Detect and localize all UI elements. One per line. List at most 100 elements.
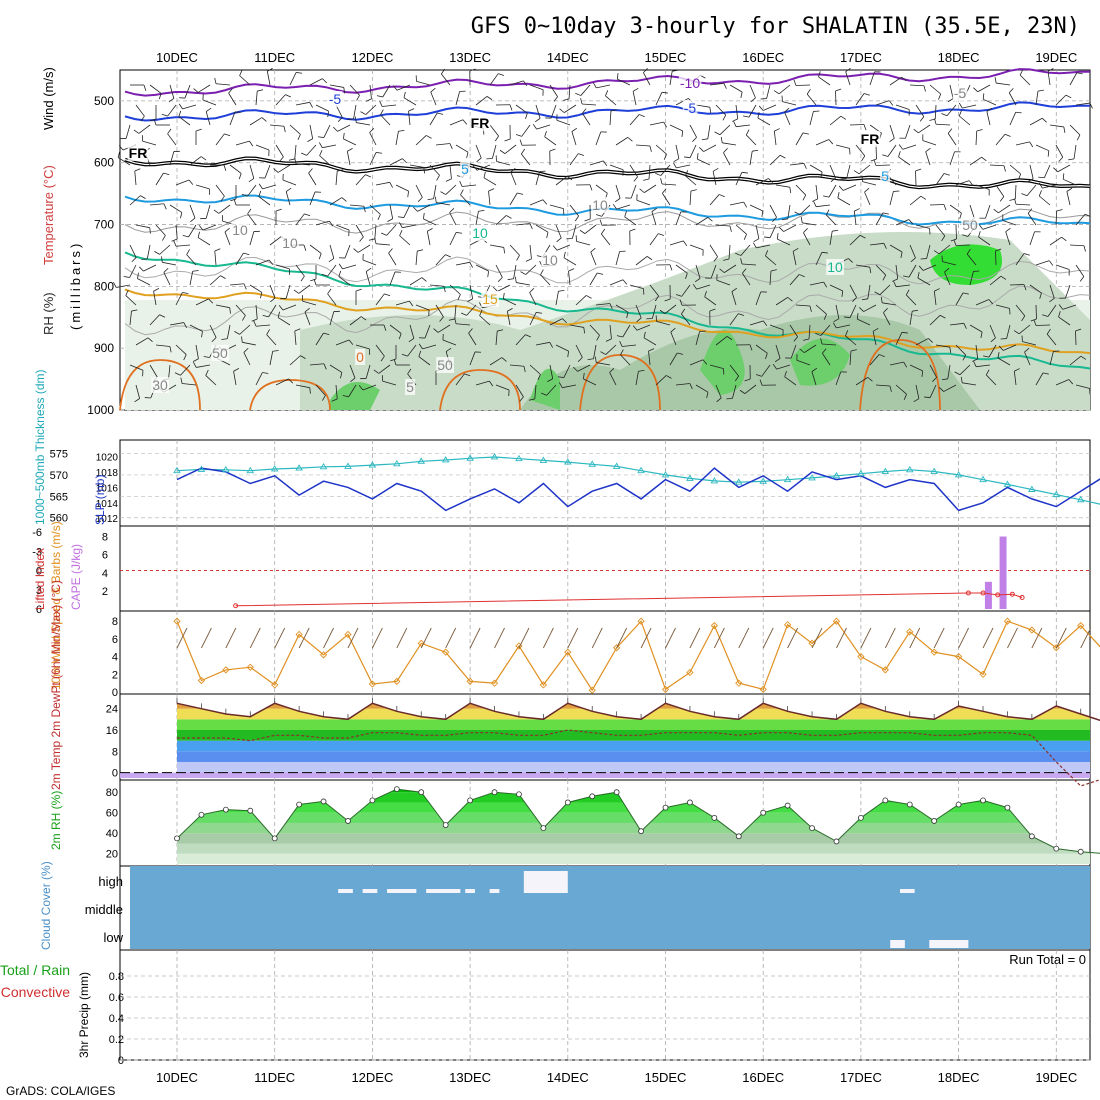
wind-barb	[1009, 164, 1021, 175]
wind-barb-flag	[998, 345, 1004, 351]
wind-barb	[155, 224, 166, 236]
wind-barb-flag	[178, 103, 183, 110]
wind-barb-flag	[941, 235, 946, 242]
wind-barb	[369, 204, 381, 215]
wind-barb	[809, 111, 814, 126]
slp-tick: 1020	[96, 453, 119, 464]
wind-barb	[811, 371, 817, 386]
contour-label: 5	[461, 161, 469, 177]
wind-barb-flag	[278, 305, 284, 311]
wind-barb-flag	[1014, 198, 1017, 205]
wind-barb	[669, 240, 684, 246]
wind-barb-flag	[592, 82, 597, 89]
wind-barb-flag	[579, 229, 586, 234]
wind-barb-flag	[683, 240, 688, 247]
wind-barb-flag	[854, 208, 860, 212]
wind-barb-flag	[1019, 69, 1024, 76]
surface-wind-barb	[201, 627, 212, 649]
thickness-tick: 560	[50, 513, 68, 525]
wind-barb	[266, 71, 271, 86]
temp-tick: 16	[106, 725, 118, 737]
wind-barb-flag	[163, 267, 169, 273]
wind-barb-flag	[168, 98, 175, 103]
wind-barb-flag	[134, 168, 141, 172]
contour-label-bg	[471, 225, 489, 241]
isotherm-loop	[119, 359, 201, 411]
wind-barb	[455, 373, 465, 386]
wind-barb	[983, 98, 997, 106]
wind-barb-flag	[243, 347, 249, 353]
wind-barb-flag	[707, 217, 713, 222]
thickness-point	[1028, 485, 1036, 492]
wind-barb-flag	[941, 113, 948, 117]
wind-barb	[262, 184, 277, 190]
wind-barb	[362, 259, 377, 266]
surface-wind-barb	[689, 627, 701, 649]
wind-barb-flag	[938, 93, 942, 100]
wind-barb	[858, 164, 871, 175]
wind-barb	[209, 324, 217, 338]
wind-barb-flag	[445, 254, 452, 258]
x-tick-label-bottom: 18DEC	[938, 1070, 980, 1085]
cloud-label: Cloud Cover (%)	[39, 861, 53, 950]
wind-barb	[624, 216, 637, 226]
wind-barb-flag	[478, 209, 485, 212]
wind-barb-flag	[198, 225, 204, 231]
temp-bands	[177, 703, 1090, 778]
wind-barb-flag	[835, 88, 842, 92]
wind-barb-flag	[806, 88, 811, 95]
wind-barb-flag	[163, 203, 167, 210]
wind-barb-flag	[1004, 133, 1011, 137]
wind-barb-flag	[318, 142, 323, 148]
thickness-point	[612, 462, 621, 469]
wind-barb	[129, 264, 137, 278]
rh-point	[613, 789, 620, 796]
wind-barb	[723, 152, 731, 166]
wind-barb-flag	[321, 273, 328, 277]
wind-barb-flag	[423, 167, 426, 174]
wind-barb	[773, 131, 777, 146]
wind-barb-flag	[601, 228, 606, 235]
x-tick-label-bottom: 13DEC	[449, 1070, 491, 1085]
wind-barb	[722, 142, 737, 146]
wind-barb-flag	[436, 175, 440, 181]
wind-barb	[938, 244, 951, 255]
wind-barb	[715, 336, 728, 346]
wind-barb	[926, 244, 931, 259]
thickness-point	[1076, 495, 1085, 503]
wind-barb-flag	[1037, 89, 1044, 92]
wind-barb	[975, 130, 978, 146]
wind-barb	[1002, 344, 1017, 351]
surface-wind-barb	[860, 627, 872, 649]
wind-barb	[408, 111, 411, 126]
wind-barb-flag	[397, 216, 404, 218]
wind-barb	[601, 233, 611, 246]
wind-barb-flag	[714, 131, 721, 136]
wind-barb-flag	[338, 270, 342, 277]
wind-barb-flag	[898, 151, 901, 158]
wind-barb	[1015, 141, 1030, 146]
wind-barb	[649, 233, 659, 246]
wind-barb-flag	[629, 228, 636, 232]
wind-barb	[269, 351, 274, 366]
contour-label: 30	[152, 377, 168, 393]
wind-barb-flag	[503, 292, 505, 299]
thickness-tick: 575	[50, 449, 68, 461]
wind-barb	[887, 144, 897, 157]
wind-barb	[710, 264, 717, 279]
wind-barb	[475, 96, 488, 106]
wind-barb-flag	[456, 232, 463, 234]
wind-barb-flag	[856, 313, 859, 320]
wind-barb	[955, 344, 967, 356]
wind-barb	[395, 300, 410, 306]
wind-barb	[255, 372, 263, 386]
wind-barb	[978, 236, 991, 246]
thickness-point	[173, 466, 181, 474]
rh-point	[393, 786, 400, 793]
wind-barb	[789, 324, 798, 337]
wind-barb	[982, 224, 997, 230]
wind-barb-flag	[583, 327, 586, 334]
wind-barb	[593, 344, 597, 359]
wind-barb-flag	[310, 278, 317, 282]
wind-barb	[622, 344, 637, 347]
